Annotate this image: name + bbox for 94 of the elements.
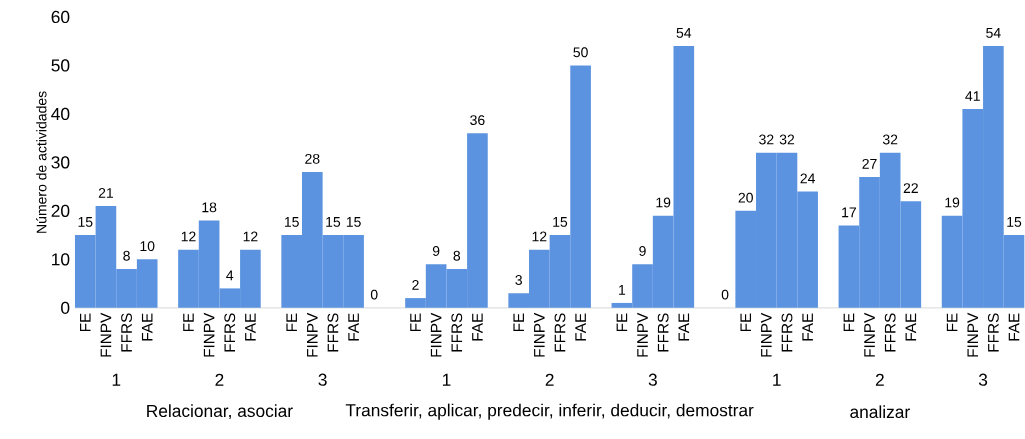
data-label: 15 bbox=[1007, 217, 1022, 227]
data-label: 10 bbox=[140, 241, 155, 252]
data-label: 28 bbox=[305, 154, 320, 164]
x-tick-label: FFRS bbox=[781, 313, 793, 352]
data-label: 8 bbox=[123, 251, 130, 261]
data-label: 24 bbox=[800, 173, 815, 184]
text: 3 bbox=[648, 373, 657, 387]
data-label: 54 bbox=[986, 28, 1001, 38]
data-label: 15 bbox=[284, 217, 299, 227]
data-label: 27 bbox=[862, 159, 877, 169]
text: analizar bbox=[850, 405, 910, 419]
x-tick-label: FINPV bbox=[967, 312, 979, 357]
y-tick-label: 0 bbox=[61, 301, 70, 315]
data-label: 36 bbox=[470, 115, 485, 126]
data-label: 2 bbox=[412, 280, 419, 290]
x-tick-label: FINPV bbox=[100, 312, 112, 357]
x-tick-label: FE bbox=[80, 313, 91, 332]
data-label: 12 bbox=[243, 231, 258, 242]
data-label: 4 bbox=[226, 270, 234, 281]
data-label: 12 bbox=[181, 231, 196, 242]
text: 3 bbox=[978, 373, 988, 387]
x-tick-label: FAE bbox=[678, 313, 690, 341]
data-label: 15 bbox=[78, 217, 93, 227]
x-tick-label: FAE bbox=[348, 313, 359, 341]
data-label: 21 bbox=[98, 188, 114, 198]
x-tick-label: FINPV bbox=[430, 312, 442, 357]
x-tick-label: FE bbox=[286, 313, 297, 332]
y-axis-title: Número de actividades bbox=[36, 91, 47, 233]
x-tick-label: FFRS bbox=[987, 313, 999, 352]
x-tick-label: FAE bbox=[472, 313, 483, 341]
data-label: 19 bbox=[656, 197, 671, 208]
data-label: 18 bbox=[202, 202, 217, 213]
x-tick-label: FE bbox=[946, 313, 958, 332]
x-tick-label: FE bbox=[740, 313, 751, 332]
x-tick-label: FFRS bbox=[657, 313, 669, 352]
data-label: 1 bbox=[619, 285, 626, 295]
data-label: 32 bbox=[882, 134, 898, 145]
data-label: 41 bbox=[965, 91, 980, 101]
y-tick-label: 30 bbox=[51, 156, 70, 169]
text: 2 bbox=[545, 373, 554, 386]
text: 1 bbox=[112, 373, 121, 386]
text: Transferir, aplicar, predecir, inferir, deducir, demostrar bbox=[345, 403, 754, 420]
y-tick-label: 50 bbox=[51, 59, 70, 72]
x-tick-label: FFRS bbox=[554, 313, 566, 352]
data-label: 3 bbox=[515, 275, 522, 286]
data-label: 17 bbox=[842, 207, 856, 218]
data-label: 32 bbox=[759, 134, 774, 145]
x-tick-label: FFRS bbox=[884, 313, 896, 352]
data-label: 12 bbox=[532, 231, 547, 242]
text: 1 bbox=[773, 373, 781, 386]
data-label: 54 bbox=[676, 28, 692, 38]
data-label: 0 bbox=[721, 289, 729, 300]
data-label: 15 bbox=[326, 217, 341, 227]
data-label: 9 bbox=[432, 246, 440, 257]
y-tick-label: 20 bbox=[51, 204, 70, 218]
x-tick-label: FE bbox=[183, 313, 194, 332]
x-tick-label: FE bbox=[616, 313, 628, 332]
x-tick-label: FFRS bbox=[224, 313, 236, 352]
data-label: 15 bbox=[346, 217, 361, 227]
text: Relacionar, asociar bbox=[147, 404, 293, 420]
x-tick-label: FINPV bbox=[761, 312, 772, 357]
text: 3 bbox=[318, 373, 327, 387]
text: 2 bbox=[215, 373, 224, 386]
x-tick-label: FINPV bbox=[534, 312, 545, 357]
x-tick-label: FE bbox=[513, 313, 524, 332]
data-label: 50 bbox=[573, 47, 588, 58]
x-tick-label: FINPV bbox=[864, 312, 875, 357]
data-label: 15 bbox=[553, 217, 568, 227]
data-label: 8 bbox=[453, 251, 461, 261]
y-tick-label: 10 bbox=[52, 253, 70, 266]
data-label: 22 bbox=[903, 183, 918, 194]
x-tick-label: FINPV bbox=[637, 312, 648, 357]
text: 1 bbox=[442, 373, 451, 386]
text: 2 bbox=[875, 373, 884, 386]
x-tick-label: FAE bbox=[575, 313, 586, 341]
x-tick-label: FINPV bbox=[203, 312, 215, 357]
x-tick-label: FAE bbox=[1008, 313, 1020, 341]
x-tick-label: FAE bbox=[141, 313, 153, 341]
x-tick-label: FFRS bbox=[121, 313, 132, 352]
data-label: 19 bbox=[945, 197, 960, 208]
x-tick-label: FAE bbox=[802, 313, 813, 341]
x-tick-label: FAE bbox=[245, 313, 256, 341]
x-tick-label: FINPV bbox=[307, 312, 318, 357]
x-tick-label: FAE bbox=[905, 313, 917, 341]
data-label: 32 bbox=[779, 134, 795, 145]
data-label: 9 bbox=[639, 246, 646, 257]
x-tick-label: FFRS bbox=[451, 313, 463, 352]
x-tick-label: FE bbox=[410, 313, 421, 332]
y-tick-label: 60 bbox=[51, 11, 70, 24]
data-label: 0 bbox=[370, 289, 378, 300]
data-label: 20 bbox=[738, 192, 753, 203]
x-tick-label: FFRS bbox=[327, 313, 339, 352]
x-tick-label: FE bbox=[843, 313, 855, 332]
y-tick-label: 40 bbox=[51, 107, 70, 121]
